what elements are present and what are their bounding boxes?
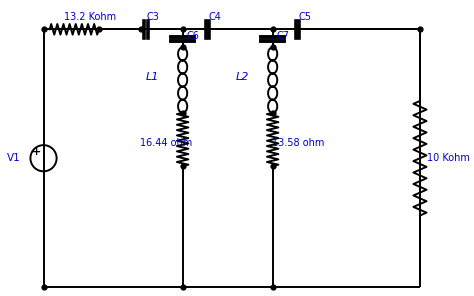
Text: C4: C4 <box>208 12 221 22</box>
Text: C3: C3 <box>146 12 160 22</box>
Text: L1: L1 <box>146 72 159 82</box>
Text: L2: L2 <box>236 72 249 82</box>
Text: 16.44 ohm: 16.44 ohm <box>140 138 192 147</box>
Text: C5: C5 <box>298 12 311 22</box>
Text: C6: C6 <box>187 31 200 41</box>
Text: C7: C7 <box>277 31 290 41</box>
Text: 13.2 Kohm: 13.2 Kohm <box>64 12 116 22</box>
Text: 13.58 ohm: 13.58 ohm <box>272 138 324 147</box>
Text: V1: V1 <box>7 153 21 163</box>
Text: 10 Kohm: 10 Kohm <box>428 153 470 163</box>
Text: +: + <box>32 147 42 157</box>
